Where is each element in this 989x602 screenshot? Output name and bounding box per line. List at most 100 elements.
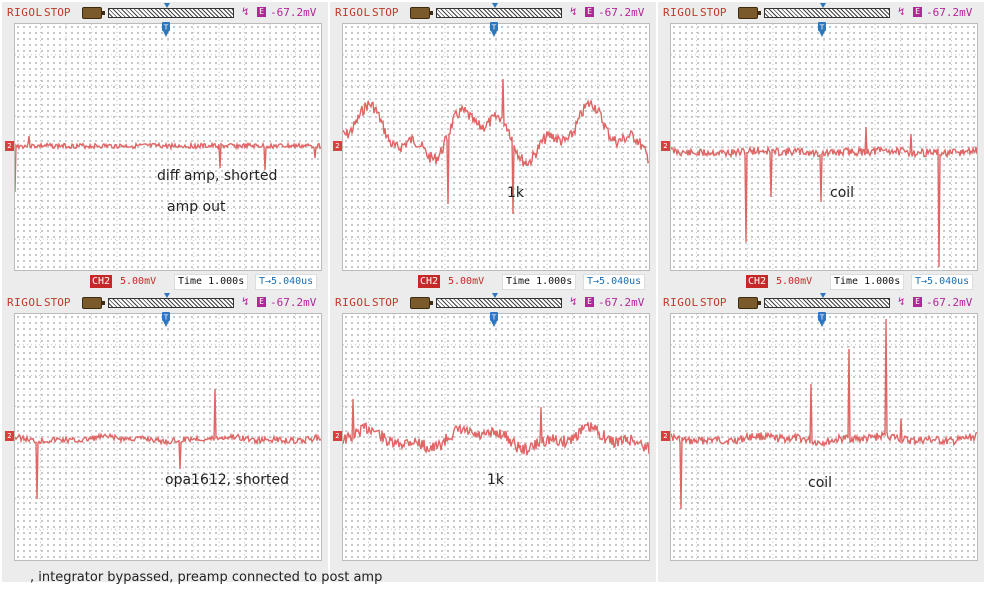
footnote-text: , integrator bypassed, preamp connected … [30,570,383,585]
waveform-trace [343,78,649,215]
panel-caption: coil [808,475,833,491]
run-state-label: STOP [44,296,71,309]
run-state-label: STOP [44,6,71,19]
waveform-grid: T 2 [5,312,322,561]
battery-icon [410,297,433,309]
waveform-grid: T 2 [661,312,978,561]
trigger-time-marker-icon: T [818,312,826,327]
trigger-level-readout: -67.2mV [598,6,645,19]
channel2-ground-marker: 2 [661,141,670,151]
channel2-ground-marker: 2 [333,141,342,151]
battery-icon [738,7,761,19]
svg-text:T: T [819,24,825,32]
trigger-source-badge: E [913,7,922,17]
trigger-time-marker-icon: T [818,22,826,37]
scope-status-bar: RIGOL STOP ↯ E -67.2mV [2,292,328,314]
scope-panel-bottom-right: RIGOL STOP ↯ E -67.2mV T 2 coil [658,292,984,582]
trigger-source-badge: E [913,297,922,307]
channel2-ground-marker: 2 [5,431,14,441]
trigger-position-icon [164,293,170,298]
trigger-position-icon [164,3,170,8]
trigger-source-badge: E [257,7,266,17]
trigger-source-badge: E [257,297,266,307]
volts-div-readout: 5.00mV [448,276,485,287]
memory-depth-bar [436,298,562,308]
brand-label: RIGOL [7,6,43,19]
run-state-label: STOP [700,296,727,309]
waveform-grid: T 2 [5,22,322,271]
trigger-position-icon [492,3,498,8]
svg-text:T: T [163,314,169,322]
channel2-ground-marker: 2 [5,141,14,151]
channel-label: CH2 [90,275,113,288]
timebase-readout: Time 1.000s [830,274,905,290]
channel2-ground-marker: 2 [333,431,342,441]
edge-trigger-icon: ↯ [570,5,577,18]
scope-status-bar: RIGOL STOP ↯ E -67.2mV [658,292,984,314]
waveform-grid: T 2 [333,312,650,561]
grid-lines [15,314,321,560]
edge-trigger-icon: ↯ [570,295,577,308]
scope-panel-bottom-middle: RIGOL STOP ↯ E -67.2mV T 2 1k [330,292,656,582]
scope-status-bar: RIGOL STOP ↯ E -67.2mV [658,2,984,24]
channel-label: CH2 [418,275,441,288]
memory-depth-bar [436,8,562,18]
waveform-trace [671,126,977,268]
scope-status-bar: RIGOL STOP ↯ E -67.2mV [2,2,328,24]
brand-label: RIGOL [663,296,699,309]
trigger-source-badge: E [585,7,594,17]
waveform-grid: T 2 [333,22,650,271]
scope-settings-bar: CH2 5.00mV Time 1.000s T→5.040us [658,272,984,292]
trigger-position-icon [820,293,826,298]
trigger-level-readout: -67.2mV [270,296,317,309]
grid-lines [671,24,977,270]
memory-depth-bar [764,8,890,18]
channel-label: CH2 [746,275,769,288]
grid-lines [671,314,977,560]
panel-caption: opa1612, shorted [165,472,290,488]
channel2-ground-marker: 2 [661,431,670,441]
panel-caption: 1k [507,185,525,201]
trigger-level-readout: -67.2mV [598,296,645,309]
scope-panel-bottom-left: RIGOL STOP ↯ E -67.2mV T 2 opa1612, shor… [2,292,328,582]
waveform-trace [671,318,977,510]
trigger-level-readout: -67.2mV [926,296,973,309]
trigger-time-marker-icon: T [490,22,498,37]
brand-label: RIGOL [7,296,43,309]
brand-label: RIGOL [335,6,371,19]
panel-caption: amp out [167,199,226,215]
memory-depth-bar [108,8,234,18]
run-state-label: STOP [372,6,399,19]
panel-caption: 1k [487,472,505,488]
trigger-time-marker-icon: T [162,312,170,327]
waveform-trace [15,388,321,500]
svg-text:T: T [491,24,497,32]
scope-settings-bar: CH2 5.00mV Time 1.000s T→5.040us [330,272,656,292]
svg-text:T: T [819,314,825,322]
timebase-readout: Time 1.000s [502,274,577,290]
panel-caption: coil [830,185,855,201]
svg-text:T: T [491,314,497,322]
scope-panel-top-right: RIGOL STOP ↯ E -67.2mV T 2 coil CH2 5.00… [658,2,984,292]
trigger-time-marker-icon: T [162,22,170,37]
battery-icon [82,297,105,309]
trigger-source-badge: E [585,297,594,307]
edge-trigger-icon: ↯ [898,295,905,308]
memory-depth-bar [108,298,234,308]
edge-trigger-icon: ↯ [242,5,249,18]
trigger-level-readout: -67.2mV [270,6,317,19]
battery-icon [738,297,761,309]
trigger-time-marker-icon: T [490,312,498,327]
time-offset-readout: T→5.040us [911,274,974,290]
battery-icon [410,7,433,19]
brand-label: RIGOL [663,6,699,19]
waveform-trace [343,398,649,456]
time-offset-readout: T→5.040us [583,274,646,290]
waveform-grid: T 2 [661,22,978,271]
svg-text:T: T [163,24,169,32]
battery-icon [82,7,105,19]
trigger-position-icon [492,293,498,298]
memory-depth-bar [764,298,890,308]
scope-status-bar: RIGOL STOP ↯ E -67.2mV [330,292,656,314]
trigger-position-icon [820,3,826,8]
